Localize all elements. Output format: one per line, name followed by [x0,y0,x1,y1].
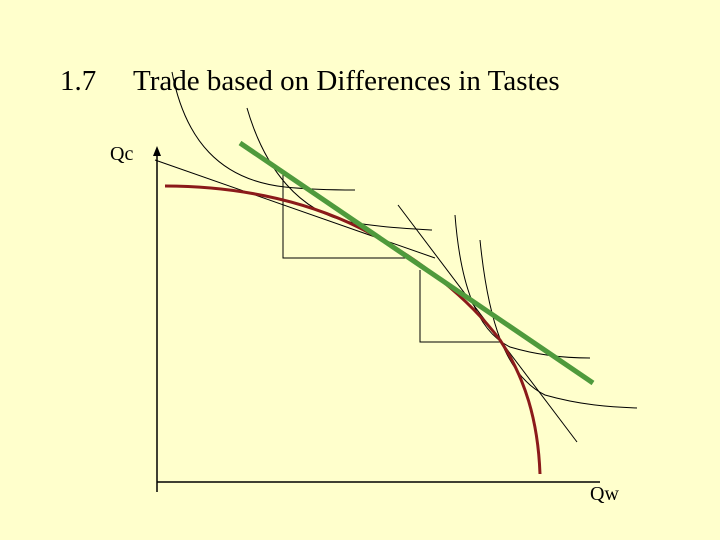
trade-triangle [282,175,410,259]
slide-number: 1.7 [60,65,96,97]
indifference-curve [171,71,356,191]
slide-title: Trade based on Differences in Tastes [133,65,560,97]
indifference-curve [479,239,638,409]
y-axis-label: Qc [110,143,133,165]
x-axis-label: Qw [590,483,619,505]
y-axis-arrow [153,146,161,156]
indifference-curve [454,214,591,359]
trade-triangle [419,270,500,343]
trade-line [238,140,595,386]
